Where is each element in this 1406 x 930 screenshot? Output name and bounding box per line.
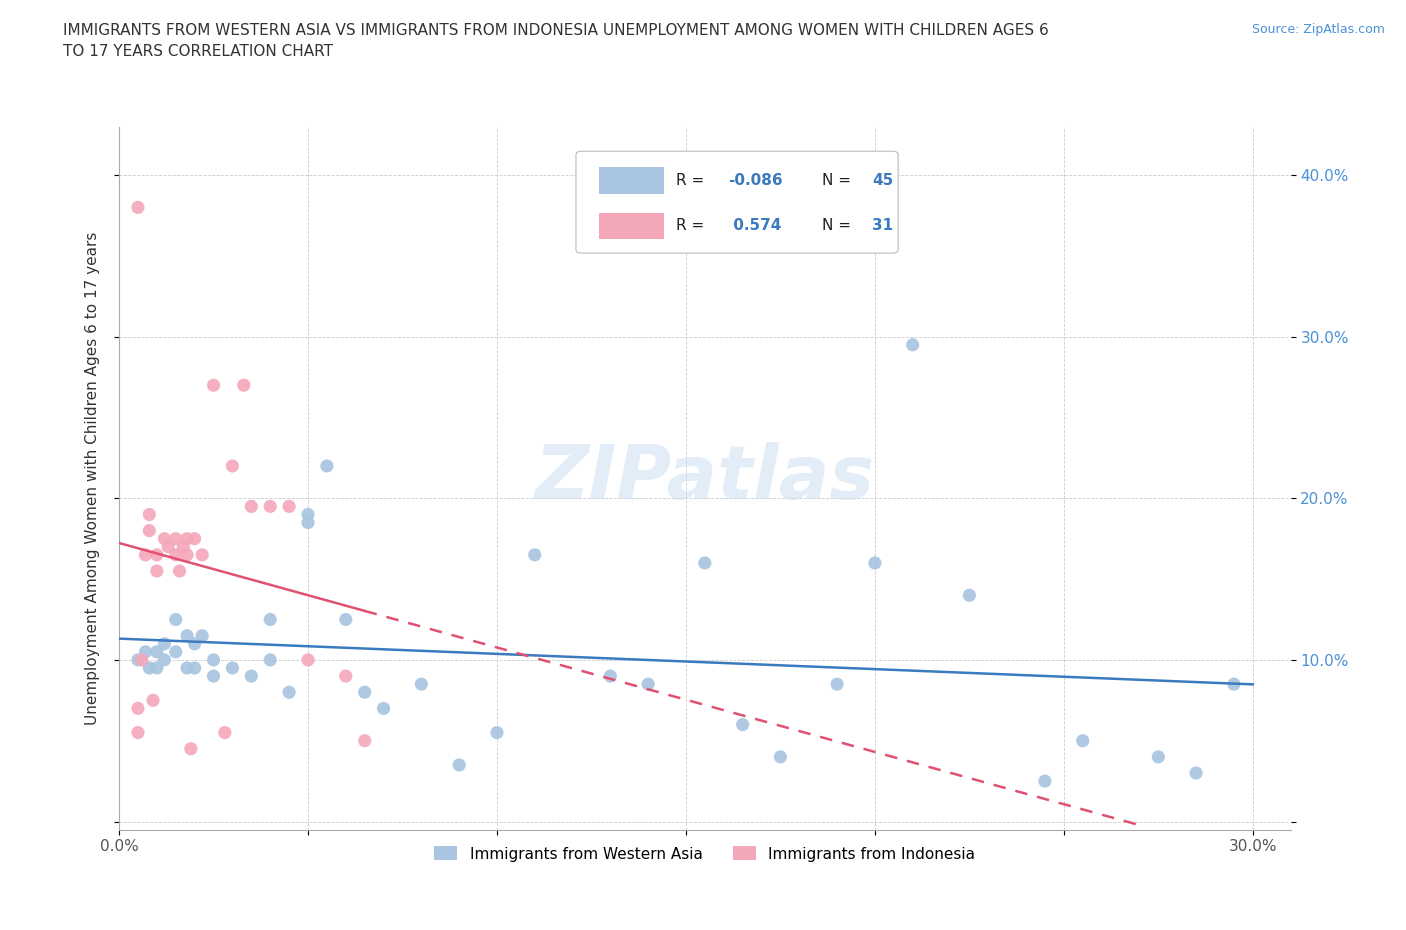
Point (863, 555, 886, 570)
Text: 45: 45 (872, 173, 894, 188)
Point (599, 669, 621, 684)
Point (165, 531, 187, 546)
Point (146, 548, 169, 563)
Point (214, 725, 236, 740)
Point (191, 548, 214, 563)
Point (138, 660, 160, 675)
Point (138, 507, 160, 522)
Point (901, 338, 924, 352)
Point (127, 653, 149, 668)
Point (176, 548, 198, 563)
Point (957, 588, 980, 603)
Point (523, 548, 546, 563)
Point (637, 677, 659, 692)
Point (153, 636, 176, 651)
Point (183, 531, 205, 546)
Point (202, 378, 225, 392)
Point (1033, 774, 1056, 789)
Point (1071, 733, 1094, 748)
Point (165, 644, 187, 659)
Text: Source: ZipAtlas.com: Source: ZipAtlas.com (1251, 23, 1385, 36)
Point (180, 741, 202, 756)
Point (693, 555, 716, 570)
Point (297, 515, 319, 530)
Point (411, 677, 433, 692)
Point (297, 653, 319, 668)
Point (1185, 765, 1208, 780)
Point (176, 531, 198, 546)
Point (240, 669, 263, 684)
Point (335, 612, 357, 627)
Y-axis label: Unemployment Among Women with Children Ages 6 to 17 years: Unemployment Among Women with Children A… (86, 232, 100, 724)
Point (131, 653, 153, 668)
Legend: Immigrants from Western Asia, Immigrants from Indonesia: Immigrants from Western Asia, Immigrants… (429, 841, 981, 868)
Point (138, 524, 160, 538)
Point (202, 669, 225, 684)
Point (183, 660, 205, 675)
Point (127, 701, 149, 716)
Point (259, 612, 281, 627)
Point (259, 498, 281, 513)
Point (240, 498, 263, 513)
Text: 31: 31 (872, 219, 893, 233)
Point (165, 548, 187, 563)
Point (335, 669, 357, 684)
Point (157, 539, 180, 554)
Point (259, 653, 281, 668)
Text: R =: R = (675, 219, 709, 233)
Point (153, 531, 176, 546)
Point (731, 717, 754, 732)
Point (769, 750, 792, 764)
Point (221, 660, 243, 675)
Point (221, 458, 243, 473)
Point (127, 725, 149, 740)
Point (353, 733, 375, 748)
Point (176, 629, 198, 644)
Point (316, 458, 339, 473)
FancyBboxPatch shape (599, 213, 664, 239)
Point (146, 660, 169, 675)
Point (176, 660, 198, 675)
Point (134, 644, 156, 659)
Point (1223, 677, 1246, 692)
Point (232, 378, 254, 392)
Point (183, 636, 205, 651)
Point (825, 677, 848, 692)
Text: R =: R = (675, 173, 709, 188)
Point (278, 498, 301, 513)
Point (146, 644, 169, 659)
FancyBboxPatch shape (599, 167, 664, 194)
Text: IMMIGRANTS FROM WESTERN ASIA VS IMMIGRANTS FROM INDONESIA UNEMPLOYMENT AMONG WOM: IMMIGRANTS FROM WESTERN ASIA VS IMMIGRAN… (63, 23, 1049, 60)
Point (1147, 750, 1170, 764)
Point (146, 564, 169, 578)
Point (297, 507, 319, 522)
Point (169, 564, 191, 578)
Text: ZIPatlas: ZIPatlas (534, 442, 875, 514)
Point (353, 684, 375, 699)
Point (373, 701, 395, 716)
FancyBboxPatch shape (576, 152, 898, 253)
Point (449, 758, 471, 773)
Point (142, 693, 165, 708)
Text: N =: N = (823, 173, 856, 188)
Text: 0.574: 0.574 (728, 219, 782, 233)
Text: -0.086: -0.086 (728, 173, 783, 188)
Text: N =: N = (823, 219, 856, 233)
Point (191, 629, 214, 644)
Point (485, 725, 508, 740)
Point (202, 653, 225, 668)
Point (153, 653, 176, 668)
Point (278, 684, 301, 699)
Point (165, 612, 187, 627)
Point (127, 200, 149, 215)
Point (134, 548, 156, 563)
Point (172, 539, 194, 554)
